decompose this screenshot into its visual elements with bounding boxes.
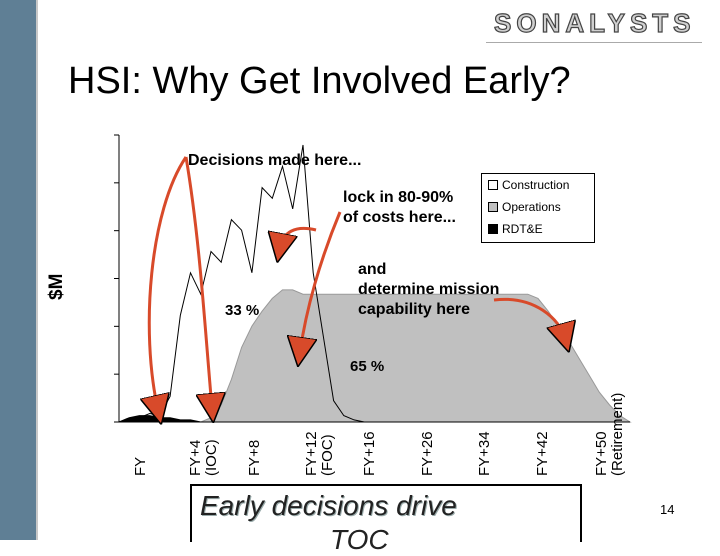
x-tick-label: FY+50 (Retirement) [593, 392, 626, 476]
brand-logo: SONALYSTS [493, 7, 696, 38]
legend-swatch-operations [488, 202, 498, 212]
annotation-mission-line2: determine mission [358, 281, 500, 298]
x-tick-label: FY+34 [476, 431, 493, 476]
annotation-arrows [149, 156, 565, 410]
x-tick-label: FY [132, 456, 149, 476]
legend-item-rdte: RDT&E [488, 222, 543, 236]
x-tick-label: FY+42 [534, 431, 551, 476]
page-number: 14 [660, 502, 675, 517]
annotation-lock-line1: lock in 80-90% [343, 189, 454, 206]
legend-item-operations: Operations [488, 200, 561, 214]
legend-swatch-rdte [488, 224, 498, 234]
plot-area [114, 134, 632, 423]
annotation-mission-line1: and [358, 261, 387, 278]
chart-svg [114, 134, 632, 540]
percent-label-right: 65 % [350, 358, 385, 375]
annotation-lock-in: lock in 80-90% of costs here... [343, 188, 456, 228]
side-divider [36, 0, 38, 540]
x-tick-label: FY+4 (IOC) [187, 439, 220, 476]
legend-label-operations: Operations [502, 200, 561, 214]
legend-label-rdte: RDT&E [502, 222, 543, 236]
legend-item-construction: Construction [488, 178, 569, 192]
annotation-arrow [300, 211, 342, 352]
x-tick-label: FY+16 [361, 431, 378, 476]
slide-title: HSI: Why Get Involved Early? [68, 60, 571, 102]
annotation-mission: and determine mission capability here [358, 260, 499, 320]
x-tick-label: FY+26 [419, 431, 436, 476]
footer-text-line2: TOC [330, 524, 389, 555]
footer-text: Early decisions drive [200, 490, 457, 521]
annotation-mission-line3: capability here [358, 301, 471, 318]
chart-legend: Construction Operations RDT&E [481, 173, 595, 243]
annotation-lock-line2: of costs here... [343, 209, 456, 226]
annotation-arrow [149, 156, 188, 410]
side-bar [0, 0, 36, 540]
percent-label-left: 33 % [225, 302, 260, 319]
x-tick-label: FY+12 (FOC) [303, 431, 336, 476]
footer-box [190, 484, 582, 542]
annotation-arrow [280, 226, 317, 248]
annotation-arrow [493, 297, 565, 338]
legend-label-construction: Construction [502, 178, 570, 192]
annotation-decisions: Decisions made here... [188, 152, 362, 169]
annotation-arrow [184, 156, 212, 408]
legend-swatch-construction [488, 180, 498, 190]
brand-underline [486, 42, 702, 43]
x-tick-label: FY+8 [246, 439, 263, 476]
